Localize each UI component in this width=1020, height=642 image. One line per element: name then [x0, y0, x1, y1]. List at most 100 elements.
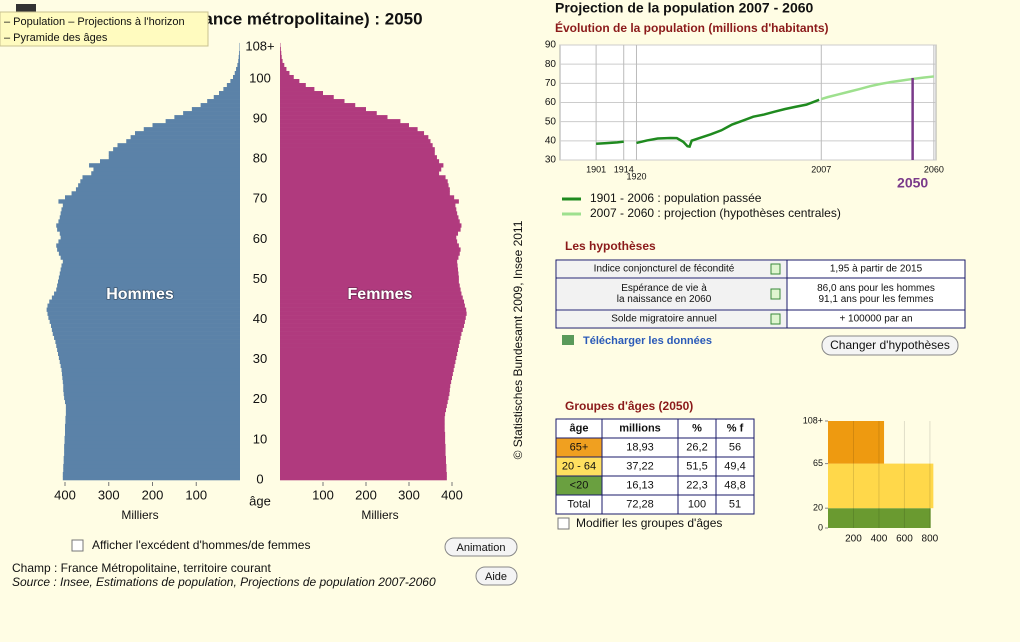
bar: [93, 167, 240, 172]
bar: [59, 271, 240, 276]
bar: [91, 171, 240, 176]
menu-item[interactable]: – Population – Projections à l'horizon: [4, 16, 185, 28]
table-cell-text: 51,5: [686, 460, 707, 472]
x-tick-label: 400: [54, 487, 76, 502]
button-label[interactable]: Aide: [485, 571, 507, 583]
bar: [65, 399, 240, 405]
legend-label: 2007 - 2060 : projection (hypothèses cen…: [590, 206, 841, 220]
bar: [280, 439, 446, 445]
table-cell-text: 65+: [570, 441, 589, 453]
x-tick-label: 200: [142, 487, 164, 502]
checkbox[interactable]: [71, 539, 84, 552]
table-cell-text: âge: [570, 422, 589, 434]
bar: [213, 95, 240, 100]
bar: [280, 411, 446, 417]
bar: [280, 427, 445, 433]
table-cell-text: 20 - 64: [562, 460, 596, 472]
x-tick-label: 1920: [626, 171, 646, 181]
y-tick-label: 70: [253, 191, 267, 206]
edit-icon[interactable]: [770, 313, 781, 325]
menu-tooltip: [0, 11, 209, 47]
bar: [200, 103, 240, 108]
bar: [280, 199, 459, 204]
bar: [64, 443, 240, 449]
bar: [280, 54, 282, 60]
year-marker-label: 2050: [897, 175, 928, 191]
edit-icon[interactable]: [770, 263, 781, 275]
table-cell-text: 22,3: [686, 479, 707, 491]
bar: [152, 123, 240, 128]
menu-item[interactable]: – Pyramide des âges: [4, 32, 108, 44]
button[interactable]: [475, 566, 518, 586]
bar: [280, 143, 433, 148]
bar: [280, 367, 454, 373]
bar: [280, 147, 435, 152]
bar: [280, 319, 465, 324]
bar: [191, 107, 240, 112]
bar: [280, 283, 460, 288]
bar: [226, 83, 240, 88]
bar: [280, 311, 467, 316]
bar: [58, 239, 240, 244]
bar: [280, 50, 282, 56]
bar: [234, 70, 240, 76]
bar: [280, 66, 287, 72]
table-cell-text: 37,22: [626, 460, 654, 472]
button-label[interactable]: Changer d'hypothèses: [830, 338, 950, 352]
bar: [47, 303, 240, 308]
bar: [280, 267, 459, 272]
bar: [280, 259, 458, 264]
bar: [280, 435, 446, 441]
bar: [280, 235, 457, 240]
x-axis-label: Milliers: [361, 508, 398, 522]
source: Source : Insee, Estimations de populatio…: [12, 575, 436, 589]
bar: [280, 399, 448, 405]
table-cell-text: <20: [570, 479, 589, 491]
bar: [280, 415, 445, 421]
y-tick-label: 0: [818, 522, 823, 532]
bar: [58, 251, 240, 256]
bar: [280, 327, 463, 332]
bar: [63, 383, 240, 389]
bar: [280, 191, 450, 196]
bar: [60, 267, 240, 272]
y-tick-label: 108+: [803, 415, 823, 425]
button[interactable]: [444, 537, 518, 557]
bar: [237, 62, 240, 68]
button[interactable]: [821, 335, 959, 356]
bar: [62, 379, 240, 385]
bar: [280, 291, 462, 296]
download-link[interactable]: Télécharger les données: [583, 335, 712, 347]
bar: [100, 159, 240, 164]
bar: [64, 395, 240, 401]
y-tick-label: 90: [253, 111, 267, 126]
x-axis-label: Milliers: [121, 508, 158, 522]
button-label[interactable]: Animation: [457, 542, 506, 554]
chart-title: Projection de la population 2007 - 2060: [555, 0, 814, 16]
bar: [64, 435, 240, 441]
champ: Champ : France Métropolitaine, territoir…: [12, 561, 271, 575]
bar: [280, 183, 449, 188]
bar: [280, 407, 446, 413]
x-tick-label: 400: [871, 534, 888, 545]
bar: [64, 451, 240, 457]
table-cell-text: 49,4: [724, 460, 745, 472]
bar: [61, 367, 240, 373]
table-cell-text: Solde migratoire annuel: [611, 314, 717, 325]
bar: [65, 423, 240, 429]
bar: [80, 179, 240, 184]
bar: [280, 239, 458, 244]
bar: [60, 363, 240, 369]
bar: [236, 66, 240, 72]
bar: [280, 99, 345, 104]
bar: [280, 243, 459, 248]
checkbox[interactable]: [557, 517, 570, 530]
edit-icon[interactable]: [770, 288, 781, 300]
table-cell: [557, 311, 787, 327]
y-tick-label: 20: [253, 391, 267, 406]
bar: [61, 263, 240, 268]
bar: [280, 151, 435, 156]
bar: [65, 419, 240, 425]
bar: [280, 58, 283, 64]
bar: [61, 207, 240, 212]
